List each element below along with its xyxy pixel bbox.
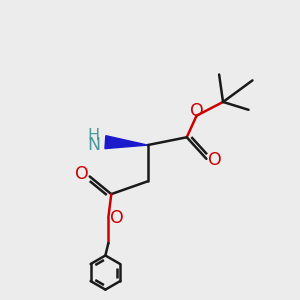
Text: O: O — [75, 165, 88, 183]
Polygon shape — [105, 136, 148, 148]
Text: H: H — [87, 128, 99, 143]
Text: O: O — [190, 102, 203, 120]
Text: O: O — [208, 151, 221, 169]
Text: O: O — [110, 208, 123, 226]
Text: N: N — [88, 136, 101, 154]
